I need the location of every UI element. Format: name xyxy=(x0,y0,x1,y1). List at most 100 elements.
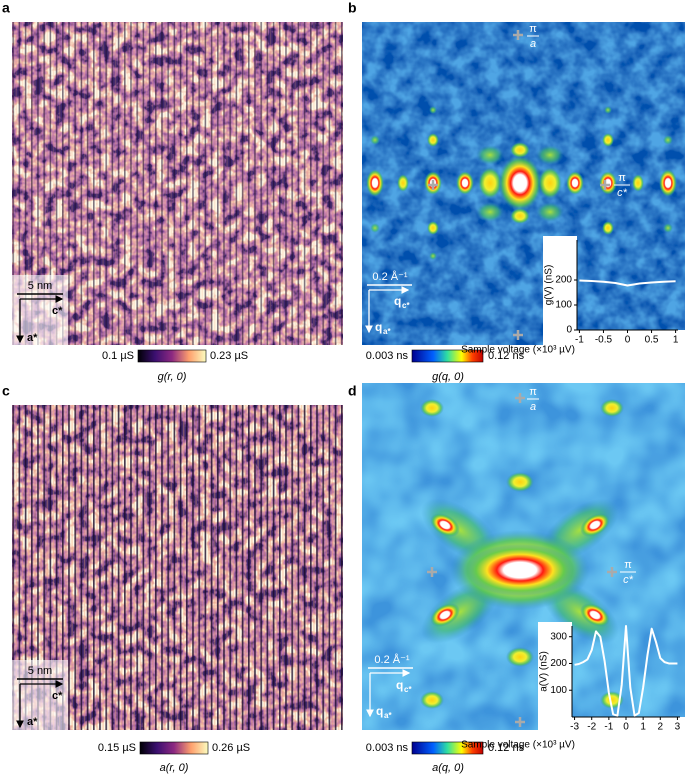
x-tick-label: -0.5 xyxy=(595,335,613,346)
colorbar xyxy=(411,349,484,363)
fourier-peak xyxy=(397,174,409,192)
fourier-peak xyxy=(602,221,614,235)
fourier-peak xyxy=(663,135,673,145)
x-tick-label: 1 xyxy=(640,722,646,733)
scale-label: 5 nm xyxy=(28,280,52,292)
y-tick-label: 100 xyxy=(555,300,572,311)
axis-label: a* xyxy=(27,332,38,344)
colorbar-quantity: a(r, 0) xyxy=(160,762,189,774)
axis-label: q xyxy=(396,678,403,692)
colorbar-min: 0.003 ns xyxy=(366,350,409,362)
fourier-peak xyxy=(476,145,504,165)
panel-label: b xyxy=(348,0,357,16)
fourier-peak xyxy=(478,167,502,199)
axis-label: c* xyxy=(402,301,410,310)
marker-den: c* xyxy=(623,574,634,586)
fourier-peak xyxy=(599,171,617,195)
marker-den: a xyxy=(530,38,536,50)
marker-den: c* xyxy=(617,187,628,199)
colorbar-max: 0.12 ns xyxy=(488,742,525,754)
panel-label: a xyxy=(2,0,10,16)
x-tick-label: 3 xyxy=(675,722,681,733)
x-tick-label: -3 xyxy=(570,722,579,733)
marker-num: π xyxy=(529,386,537,398)
overlay-d: 0.2 Å⁻¹ q c* q a* π a π c* xyxy=(366,386,636,720)
colorbar-max: 0.12 ns xyxy=(488,350,525,362)
scale-box xyxy=(12,660,68,730)
x-tick-label: 1 xyxy=(673,335,679,346)
y-tick-label: 200 xyxy=(555,275,572,286)
marker-num: π xyxy=(529,23,537,35)
overlay-b: 0.2 Å⁻¹ q c* q a* π a π c* xyxy=(365,23,630,336)
fourier-peak xyxy=(510,142,530,158)
fourier-peak xyxy=(366,169,384,197)
axis-label: q xyxy=(376,704,383,718)
x-tick-label: 0 xyxy=(623,722,629,733)
inset-background xyxy=(577,330,685,350)
y-tick-label: 100 xyxy=(550,685,567,696)
axis-label: a* xyxy=(383,327,391,336)
fourier-peak xyxy=(580,603,610,627)
colorbar xyxy=(411,741,484,755)
map-c: 5 nm c* a* xyxy=(12,405,343,730)
inset-background xyxy=(543,236,577,350)
colorbar-quantity: g(r, 0) xyxy=(158,371,187,383)
fourier-peak xyxy=(632,174,644,192)
inset-background xyxy=(572,717,685,737)
reciprocal-marker xyxy=(513,30,523,40)
reciprocal-marker xyxy=(515,717,525,727)
fourier-peak xyxy=(430,513,460,537)
x-tick-label: -2 xyxy=(587,722,596,733)
axis-label: q xyxy=(394,294,401,308)
marker-den: a xyxy=(530,401,536,413)
axis-label: a* xyxy=(384,711,392,720)
colorbar-min: 0.003 ns xyxy=(366,742,409,754)
axis-label: c* xyxy=(52,305,63,317)
fourier-map-b xyxy=(362,22,685,345)
colorbar-d: 0.003 ns 0.12 ns a(q, 0) xyxy=(366,741,525,774)
y-tick-label: 0 xyxy=(566,325,572,336)
colorbar-min: 0.1 µS xyxy=(102,350,134,362)
fourier-peak xyxy=(536,202,564,222)
fourier-peak xyxy=(659,169,677,197)
colorbar-max: 0.26 µS xyxy=(212,742,250,754)
panel-label: c xyxy=(2,383,10,399)
fourier-peak xyxy=(580,513,610,537)
fourier-peak xyxy=(465,544,575,596)
fourier-peak xyxy=(538,167,562,199)
fourier-peak xyxy=(429,106,437,114)
x-tick-label: -1 xyxy=(604,722,613,733)
fourier-peak xyxy=(370,135,380,145)
reciprocal-marker xyxy=(600,180,610,190)
colorbar xyxy=(137,349,207,363)
y-tick-label: 300 xyxy=(550,631,567,642)
axis-label: c* xyxy=(404,685,412,694)
y-axis-label: g(V) (nS) xyxy=(544,265,555,306)
fourier-peak xyxy=(602,133,614,147)
x-axis-label: Sample voltage (×10³ µV) xyxy=(461,740,575,751)
x-tick-label: 0.5 xyxy=(645,335,659,346)
fourier-peak xyxy=(429,252,437,260)
fourier-peak xyxy=(506,472,534,492)
marker-num: π xyxy=(618,172,626,184)
reciprocal-marker xyxy=(515,393,525,403)
fourier-peak xyxy=(370,223,380,233)
y-tick-label: 200 xyxy=(550,658,567,669)
axis-label: a* xyxy=(27,716,38,728)
axis-label: q xyxy=(375,320,382,334)
scale-label: 0.2 Å⁻¹ xyxy=(374,653,409,666)
fourier-peak xyxy=(420,691,444,709)
map-a: 5 nm c* a* xyxy=(12,22,343,345)
fourier-peak xyxy=(430,603,460,627)
marker-num: π xyxy=(624,559,632,571)
colorbar xyxy=(139,741,209,755)
x-tick-label: 0 xyxy=(625,335,631,346)
colorbar-quantity: a(q, 0) xyxy=(432,762,464,774)
fourier-peak xyxy=(427,221,439,235)
fourier-peak xyxy=(663,223,673,233)
x-tick-label: -1 xyxy=(575,335,584,346)
x-axis-label: Sample voltage (×10³ µV) xyxy=(461,345,575,356)
y-axis-label: a(V) (nS) xyxy=(539,651,550,692)
fourier-peak xyxy=(427,133,439,147)
